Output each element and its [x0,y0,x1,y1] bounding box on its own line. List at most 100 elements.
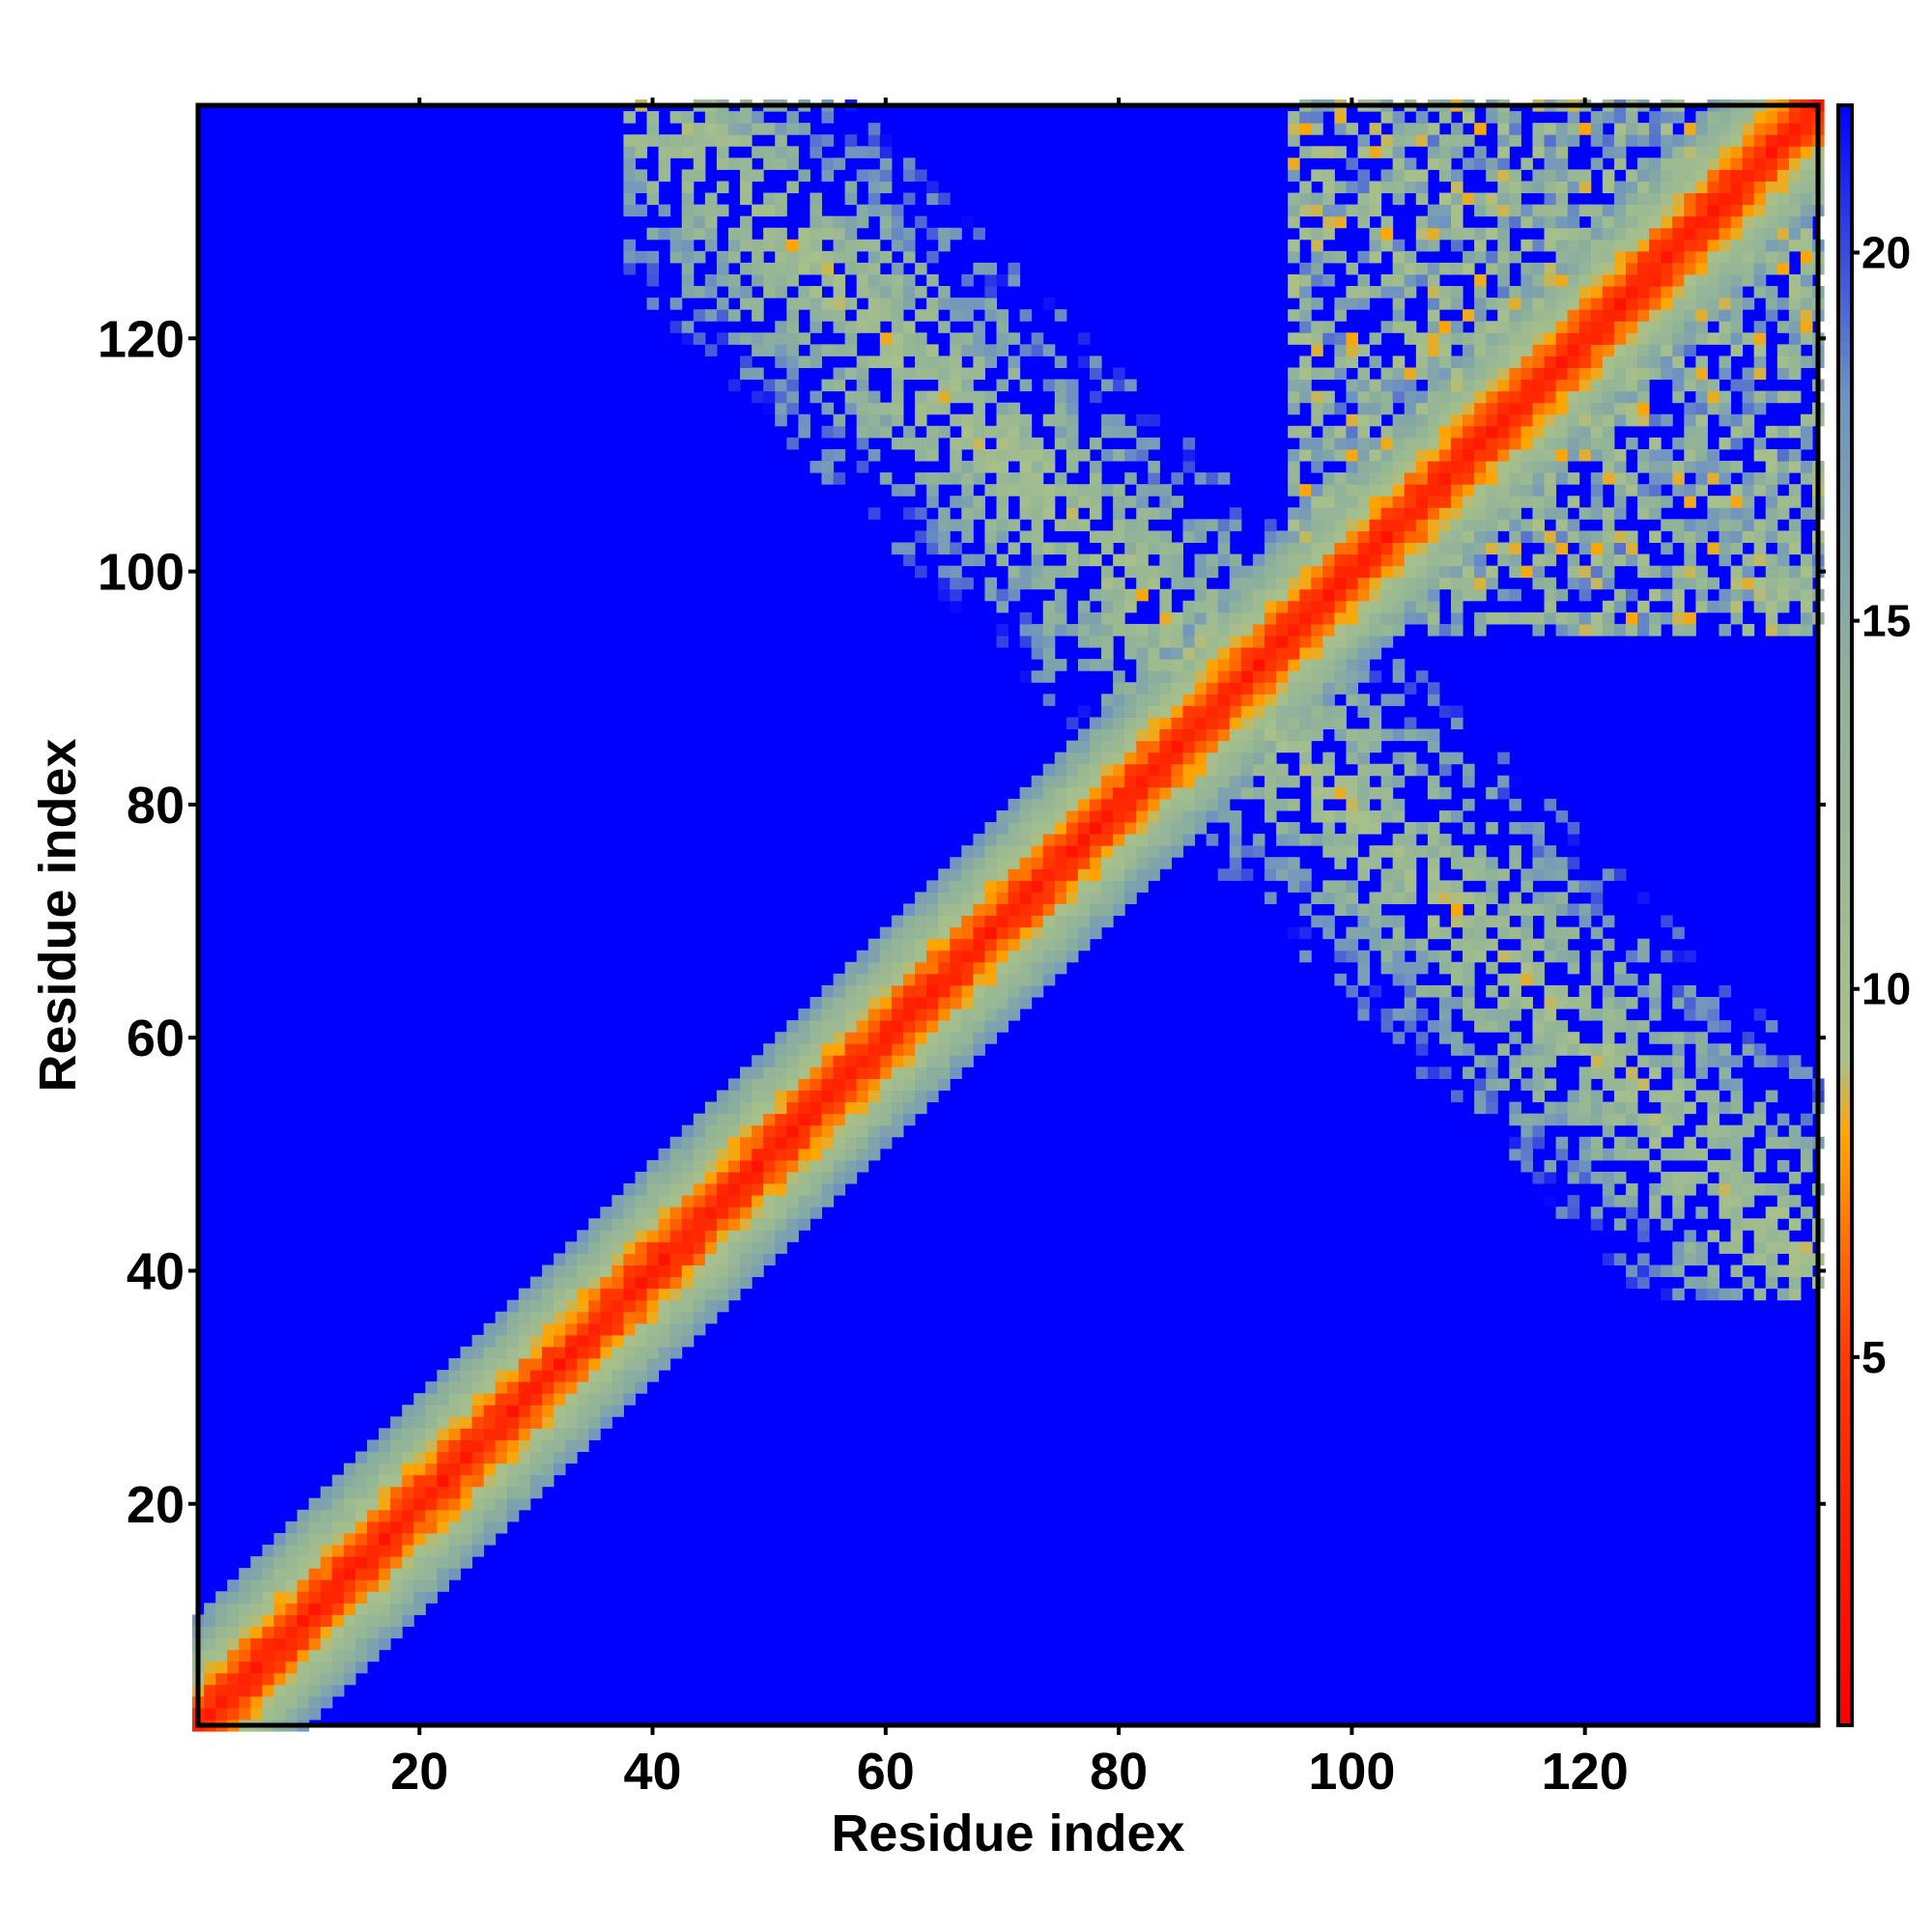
heatmap-cell [1415,670,1429,683]
heatmap-cell [518,1416,531,1429]
heatmap-cell [506,1463,520,1476]
heatmap-cell [1334,705,1347,718]
heatmap-cell [1369,507,1382,520]
heatmap-cell [1077,554,1091,567]
heatmap-cell [1567,215,1580,229]
heatmap-cell [961,984,974,998]
heatmap-cell [752,367,764,381]
heatmap-cell [1334,717,1347,730]
heatmap-cell [1369,588,1382,602]
heatmap-cell [938,984,951,998]
heatmap-cell [775,1218,787,1231]
heatmap-cell [1113,810,1125,823]
heatmap-cell [833,157,846,170]
heatmap-cell [1625,227,1638,241]
heatmap-cell [1101,868,1114,881]
heatmap-cell [1042,775,1056,788]
heatmap-cell [1555,1148,1569,1161]
heatmap-cell [1474,192,1487,206]
heatmap-cell [1578,181,1592,194]
heatmap-cell [1509,437,1521,450]
heatmap-cell [1544,379,1557,392]
heatmap-cell [554,1428,566,1440]
heatmap-cell [1532,355,1546,369]
heatmap-cell [541,1288,554,1301]
heatmap-cell [1486,355,1498,369]
heatmap-cell [716,1113,729,1126]
heatmap-cell [1264,542,1277,555]
heatmap-cell [1334,810,1347,823]
heatmap-cell [1719,461,1732,473]
heatmap-cell [996,554,1009,567]
heatmap-cell [1661,542,1673,555]
heatmap-cell [1019,507,1033,520]
heatmap-cell [1065,717,1079,730]
heatmap-cell [1148,728,1160,742]
heatmap-cell [1451,588,1463,602]
heatmap-cell [1054,588,1067,602]
heatmap-cell [1369,857,1382,869]
heatmap-cell [1776,146,1790,158]
heatmap-cell [1451,973,1463,986]
heatmap-cell [1276,798,1289,811]
heatmap-cell [1602,1066,1615,1079]
heatmap-cell [1288,600,1300,613]
heatmap-cell [786,1078,799,1092]
heatmap-cell [1753,273,1767,287]
heatmap-cell [448,1381,462,1394]
heatmap-cell [902,425,916,439]
heatmap-cell [1637,204,1650,217]
heatmap-cell [1427,146,1440,158]
heatmap-cell [1544,1009,1557,1021]
heatmap-cell [1532,973,1546,986]
heatmap-cell [1649,984,1662,998]
heatmap-cell [1486,461,1498,473]
heatmap-cell [1334,880,1347,893]
heatmap-cell [1438,961,1452,975]
heatmap-cell [1276,682,1289,695]
heatmap-cell [1311,786,1323,800]
heatmap-cell [786,1124,799,1138]
heatmap-cell [1065,379,1079,392]
heatmap-cell [669,250,683,264]
heatmap-cell [1578,262,1592,275]
heatmap-cell [1311,273,1323,287]
heatmap-cell [1357,169,1371,182]
heatmap-cell [1463,437,1475,450]
heatmap-cell [844,1124,858,1138]
heatmap-cell [1357,810,1371,823]
heatmap-cell [1089,472,1102,485]
heatmap-cell [961,892,974,904]
heatmap-cell [1019,623,1033,637]
heatmap-cell [1077,822,1091,835]
heatmap-cell [996,950,1009,963]
heatmap-cell [1264,728,1277,742]
heatmap-cell [1311,705,1323,718]
heatmap-cell [926,1020,939,1033]
heatmap-cell [390,1591,403,1604]
heatmap-cell [1288,111,1300,124]
heatmap-cell [1661,496,1673,508]
heatmap-cell [308,1532,322,1546]
heatmap-cell [437,1579,449,1592]
heatmap-cell [950,355,962,369]
heatmap-cell [669,1136,683,1150]
heatmap-cell [1334,332,1347,345]
heatmap-cell [1031,857,1044,869]
heatmap-cell [1776,367,1790,381]
heatmap-cell [996,448,1009,462]
heatmap-cell [1463,542,1475,555]
heatmap-cell [1590,298,1604,310]
heatmap-cell [891,344,904,356]
heatmap-cell [752,250,764,264]
heatmap-cell [1637,623,1650,637]
heatmap-cell [565,1322,578,1336]
heatmap-cell [1765,192,1778,206]
heatmap-cell [1730,273,1744,287]
heatmap-cell [1707,448,1720,462]
heatmap-cell [1136,554,1149,567]
heatmap-cell [716,1264,729,1278]
heatmap-cell [775,204,787,217]
heatmap-cell [1346,577,1358,590]
heatmap-cell [1520,938,1533,952]
